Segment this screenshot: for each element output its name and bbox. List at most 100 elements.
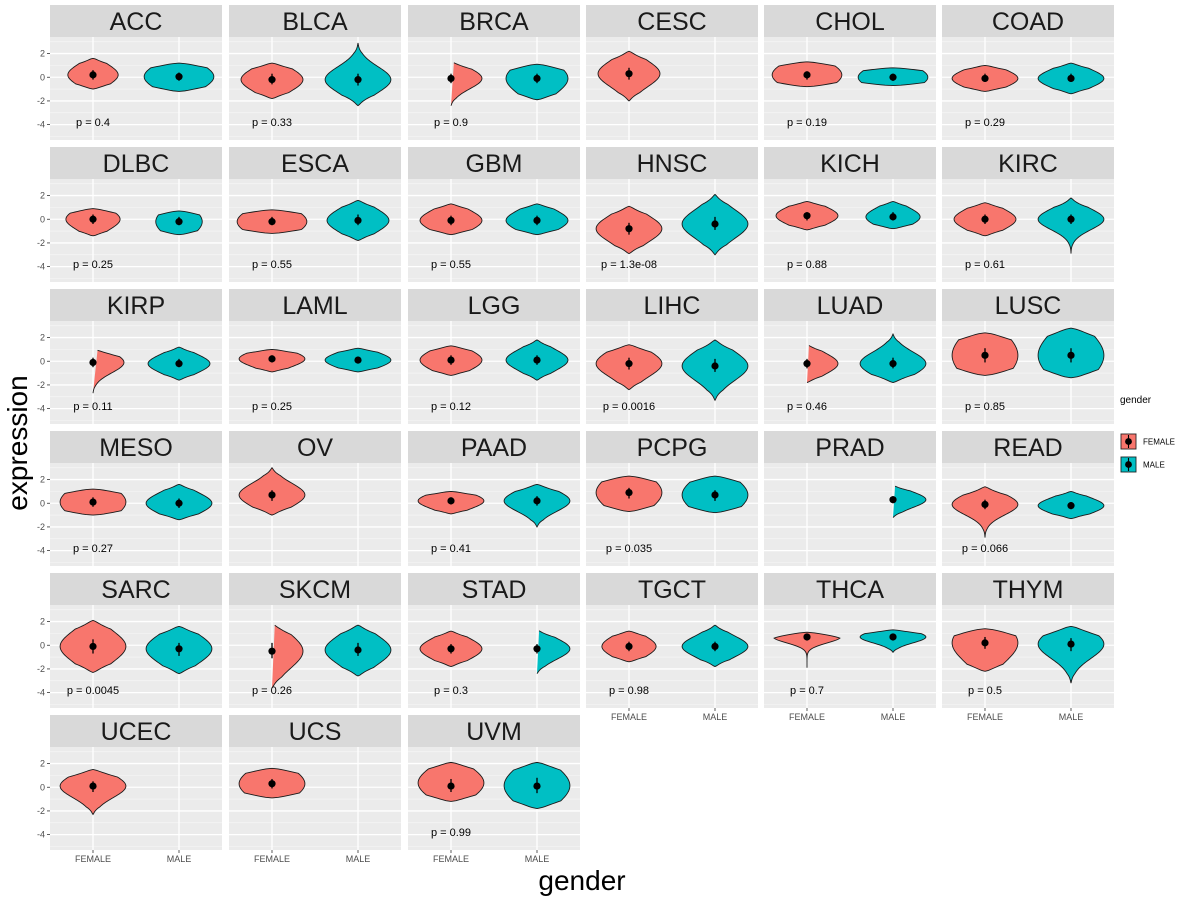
violin-female: [240, 62, 304, 100]
median-point: [981, 74, 989, 83]
median-point: [981, 500, 989, 509]
strip-background: [408, 573, 580, 605]
facet-panel-paad: PAAD p = 0.41: [408, 431, 580, 566]
median-point: [711, 491, 719, 499]
p-value-label: p = 0.26: [252, 685, 292, 697]
median-point: [447, 645, 455, 653]
violin-male: [324, 624, 392, 677]
legend-key-point: [1125, 438, 1132, 445]
violin-female: [268, 624, 304, 689]
strip-label: PAAD: [461, 434, 527, 462]
x-tick-label: FEMALE: [254, 854, 290, 864]
median-point: [1067, 215, 1075, 223]
violin-shape: [892, 485, 927, 518]
facet-panel-uvm: UVM p = 0.99 FEMALE MALE: [408, 715, 580, 864]
strip-label: UCS: [289, 718, 342, 746]
violin-female: [65, 208, 121, 237]
violin-male: [1037, 62, 1105, 95]
median-point: [89, 358, 97, 367]
violin-male: [859, 629, 927, 654]
violin-female: [419, 203, 483, 236]
violin-male: [503, 761, 571, 810]
y-axis-title: expression: [2, 375, 33, 510]
violin-male: [324, 42, 392, 107]
strip-label: TGCT: [638, 576, 706, 604]
facet-panel-chol: CHOL p = 0.19: [764, 5, 936, 140]
strip-label: CESC: [637, 8, 706, 36]
violin-female: [595, 475, 663, 512]
strip-label: COAD: [992, 8, 1064, 36]
y-tick-label: 2: [40, 759, 45, 769]
facet-panel-lihc: LIHC p = 0.0016: [586, 289, 758, 424]
y-tick-label: 2: [40, 333, 45, 343]
median-point: [447, 356, 455, 364]
legend-item-male: MALE: [1120, 456, 1165, 473]
strip-background: [229, 147, 401, 179]
y-tick-label: 0: [40, 356, 45, 366]
strip-background: [586, 573, 758, 605]
facet-panel-esca: ESCA p = 0.55: [229, 147, 401, 282]
violin-female: [951, 628, 1019, 672]
median-point: [981, 639, 989, 647]
strip-label: LGG: [468, 292, 521, 320]
median-point: [803, 633, 811, 641]
strip-label: KIRP: [107, 292, 165, 320]
y-tick-label: -4: [37, 120, 45, 130]
violin-female: [89, 349, 125, 394]
strip-label: SARC: [101, 576, 170, 604]
violin-female: [67, 57, 119, 90]
facet-panel-coad: COAD p = 0.29: [942, 5, 1114, 140]
strip-label: MESO: [99, 434, 173, 462]
strip-background: [50, 715, 222, 747]
strip-label: BRCA: [459, 8, 529, 36]
facet-panel-dlbc: DLBC -4 -2 0 2 p = 0.25: [37, 147, 222, 282]
violin-male: [857, 67, 929, 86]
strip-label: DLBC: [103, 150, 170, 178]
violin-shape: [806, 345, 839, 383]
p-value-label: p = 0.9: [434, 117, 468, 129]
p-value-label: p = 0.25: [73, 259, 113, 271]
violin-male: [681, 624, 749, 668]
median-point: [354, 356, 362, 364]
strip-label: UVM: [466, 718, 522, 746]
violin-shape: [1037, 625, 1105, 684]
median-point: [625, 225, 633, 233]
strip-background: [764, 431, 936, 463]
x-tick-label: FEMALE: [611, 712, 647, 722]
violin-female: [419, 345, 483, 376]
y-tick-label: -4: [37, 830, 45, 840]
y-tick-label: -2: [37, 238, 45, 248]
strip-label: ESCA: [281, 150, 349, 178]
p-value-label: p = 0.3: [434, 685, 468, 697]
facet-panel-blca: BLCA p = 0.33: [229, 5, 401, 140]
y-tick-label: -2: [37, 806, 45, 816]
strip-background: [229, 289, 401, 321]
median-point: [89, 782, 97, 790]
strip-background: [764, 289, 936, 321]
violin-male: [1037, 197, 1105, 254]
median-point: [625, 360, 633, 368]
strip-label: LUAD: [817, 292, 884, 320]
strip-background: [764, 5, 936, 37]
strip-label: BLCA: [282, 8, 348, 36]
strip-background: [229, 573, 401, 605]
y-tick-label: -4: [37, 546, 45, 556]
strip-background: [408, 431, 580, 463]
y-tick-label: 0: [40, 782, 45, 792]
facet-panel-ucs: UCS FEMALE MALE: [229, 715, 401, 864]
violin-female: [236, 209, 308, 234]
strip-background: [942, 573, 1114, 605]
violin-male: [865, 201, 921, 230]
p-value-label: p = 0.12: [431, 401, 471, 413]
strip-background: [229, 431, 401, 463]
violin-male: [681, 193, 749, 256]
median-point: [89, 642, 97, 651]
median-point: [711, 362, 719, 370]
violin-male: [145, 483, 213, 521]
strip-label: READ: [993, 434, 1062, 462]
violin-male: [145, 625, 213, 675]
strip-label: PCPG: [637, 434, 708, 462]
median-point: [175, 73, 183, 81]
violin-male: [681, 339, 749, 402]
